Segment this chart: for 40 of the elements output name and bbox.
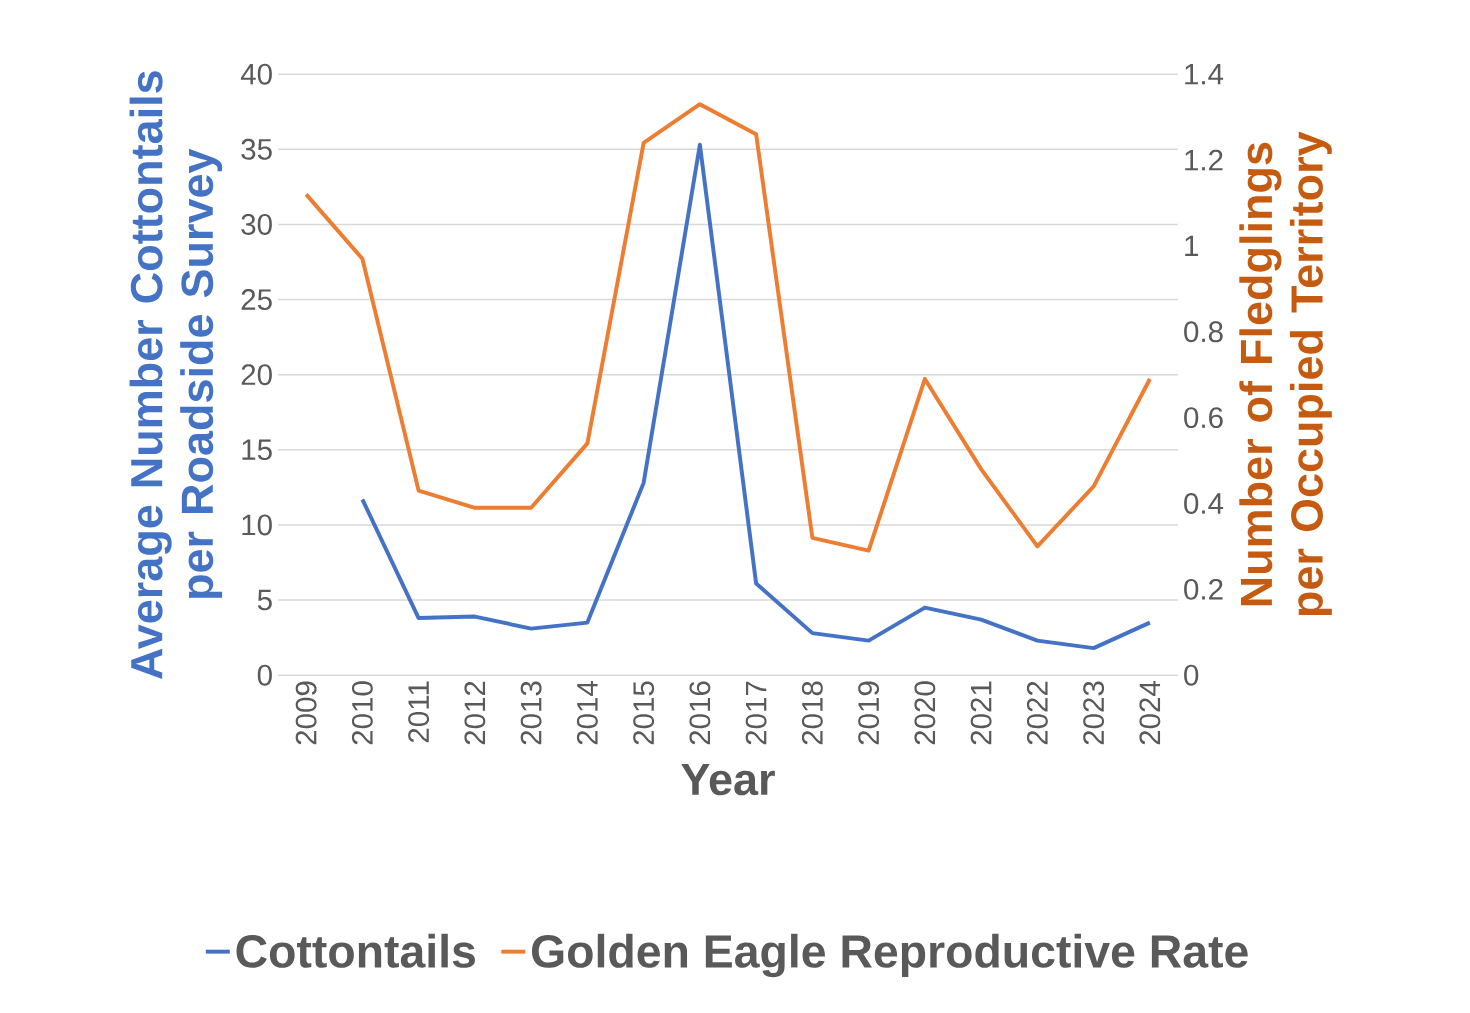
y-tick-label: 15 <box>242 439 272 461</box>
x-axis-title: Year <box>681 763 775 796</box>
x-tick-label: 2013 <box>520 681 542 745</box>
y-tick-label: 20 <box>241 364 272 386</box>
x-tick-label: 2018 <box>801 681 823 745</box>
y-tick-label: 10 <box>242 514 272 536</box>
x-tick-label: 2024 <box>1139 680 1161 745</box>
y2-tick-label: 1.4 <box>1185 63 1224 85</box>
y2-tick-label: 0 <box>1184 664 1199 686</box>
x-tick-label: 2012 <box>464 681 486 745</box>
y-tick-label: 35 <box>241 138 272 160</box>
x-tick-label: 2020 <box>914 681 936 745</box>
y2-tick-label: 0.6 <box>1184 407 1223 428</box>
x-tick-label: 2010 <box>351 681 373 745</box>
y2-tick-label: 1 <box>1185 235 1198 256</box>
y2-tick-label: 0.2 <box>1184 578 1223 600</box>
x-tick-label: 2016 <box>689 681 711 745</box>
x-tick-label: 2021 <box>970 681 992 745</box>
x-tick-label: 2015 <box>633 681 655 745</box>
y2-tick-label: 1.2 <box>1185 149 1223 171</box>
legend-label: Cottontails <box>236 933 475 968</box>
y2-tick-label: 0.4 <box>1184 492 1224 514</box>
y-tick-label: 30 <box>241 213 272 235</box>
x-tick-label: 2019 <box>858 681 880 745</box>
x-tick-label: 2009 <box>295 681 317 745</box>
y2-axis-title: Number of Fledglings per Occupied Territory <box>1239 131 1332 615</box>
y-tick-label: 25 <box>241 289 272 310</box>
x-tick-label: 2011 <box>408 681 430 743</box>
x-tick-label: 2017 <box>745 681 767 745</box>
y2-tick-label: 0.8 <box>1184 321 1223 343</box>
legend-label: Golden Eagle Reproductive Rate <box>531 933 1248 978</box>
y-axis-title: Average Number Cottontails per Roadside Survey <box>129 71 223 679</box>
x-tick-label: 2022 <box>1026 681 1048 745</box>
line-series <box>304 102 1152 553</box>
y-tick-label: 0 <box>257 664 272 686</box>
y-tick-label: 5 <box>257 589 272 611</box>
x-tick-label: 2023 <box>1083 681 1105 745</box>
line-series <box>360 142 1152 651</box>
x-tick-label: 2014 <box>576 680 598 745</box>
y-tick-label: 40 <box>240 63 272 85</box>
